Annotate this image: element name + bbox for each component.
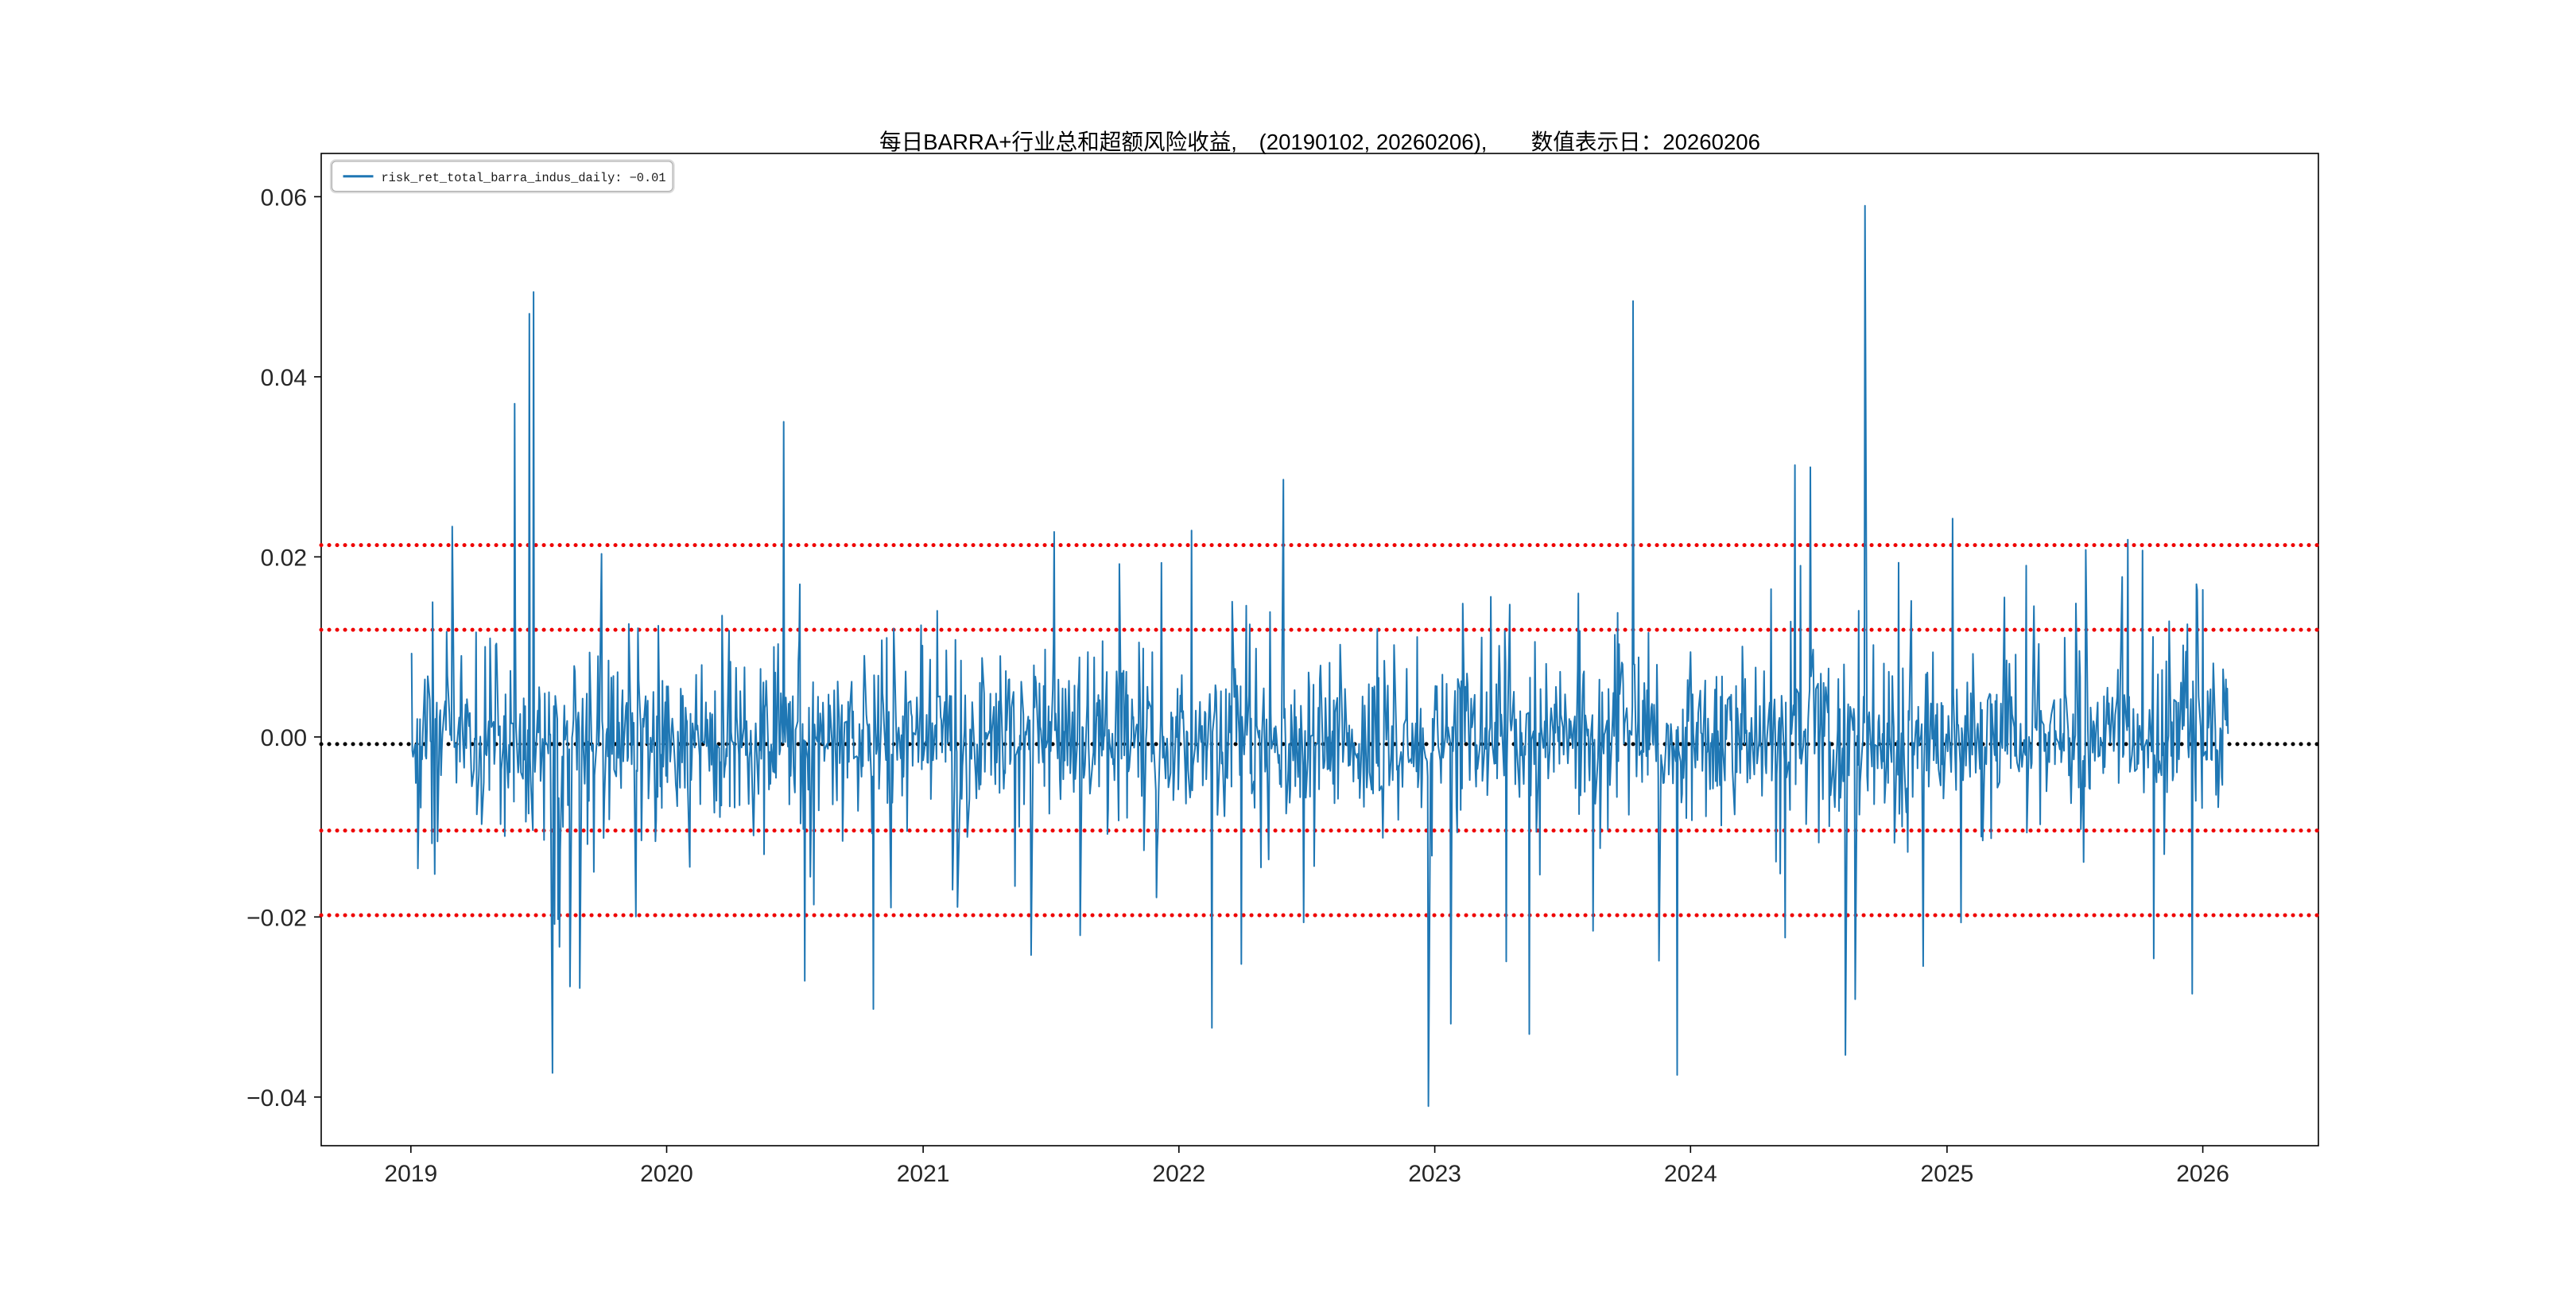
svg-text:2019: 2019	[384, 1161, 437, 1187]
svg-text:0.02: 0.02	[261, 545, 307, 571]
svg-text:2022: 2022	[1152, 1161, 1205, 1187]
svg-text:每日BARRA+行业总和超额风险收益, (20190102,: 每日BARRA+行业总和超额风险收益, (20190102, 20260206)…	[879, 130, 1760, 154]
svg-text:−0.04: −0.04	[246, 1085, 307, 1112]
svg-text:2026: 2026	[2176, 1161, 2229, 1187]
svg-text:−0.02: −0.02	[246, 905, 307, 931]
svg-text:0.04: 0.04	[261, 365, 307, 391]
svg-text:risk_ret_total_barra_indus_dai: risk_ret_total_barra_indus_daily: −0.01	[382, 171, 666, 185]
svg-text:2024: 2024	[1664, 1161, 1717, 1187]
svg-text:0.06: 0.06	[261, 184, 307, 211]
svg-text:2021: 2021	[897, 1161, 950, 1187]
svg-text:2020: 2020	[640, 1161, 693, 1187]
svg-text:2023: 2023	[1408, 1161, 1461, 1187]
svg-text:2025: 2025	[1921, 1161, 1974, 1187]
svg-text:0.00: 0.00	[261, 725, 307, 751]
